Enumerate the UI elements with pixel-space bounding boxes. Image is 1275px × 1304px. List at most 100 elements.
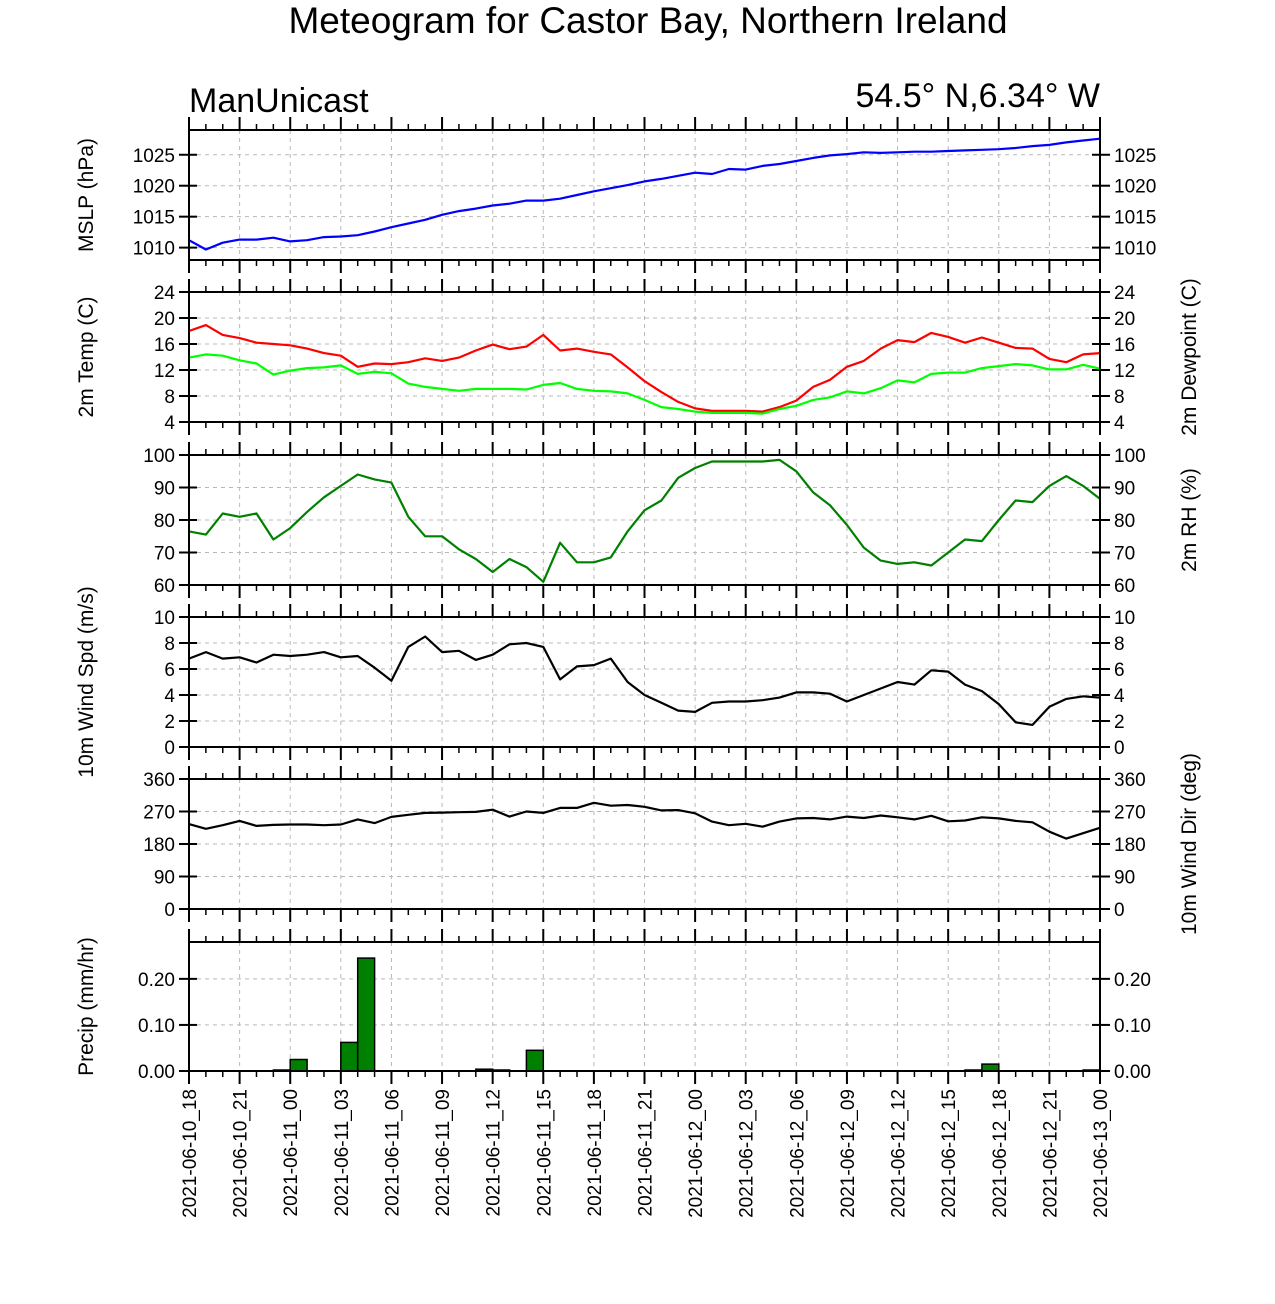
y-tick-label-right: 10 <box>1114 608 1135 629</box>
time-tick-label: 2021-06-12_18 <box>990 1089 1011 1218</box>
y-tick-label-right: 2 <box>1114 712 1125 733</box>
precip-bar <box>356 957 376 1072</box>
y-tick-label-left: 90 <box>154 479 175 500</box>
y-tick-label-left: 90 <box>154 868 175 889</box>
y-tick-label-left: 16 <box>154 335 175 356</box>
time-tick-label: 2021-06-11_09 <box>433 1089 454 1216</box>
time-tick-label: 2021-06-12_00 <box>686 1089 707 1218</box>
y-tick-label-left: 60 <box>154 576 175 597</box>
y-tick-label-left: 8 <box>164 634 175 655</box>
y-axis-label-right: 2m RH (%) <box>1178 468 1201 572</box>
panel-frame <box>188 778 1101 910</box>
y-axis-label-right: 10m Wind Dir (deg) <box>1178 753 1201 935</box>
panel-6: 0.00 0.00 0.10 0.10 0.20 0.20 Precip (mm/hr) <box>75 929 1151 1084</box>
y-tick-label-right: 90 <box>1114 479 1135 500</box>
series-line-1 <box>188 324 1101 413</box>
time-tick-label: 2021-06-12_12 <box>889 1089 910 1218</box>
y-tick-label-left: 4 <box>164 413 175 434</box>
y-tick-label-right: 4 <box>1114 686 1125 707</box>
y-tick-label-right: 1025 <box>1114 146 1156 167</box>
y-tick-label-right: 360 <box>1114 770 1146 791</box>
y-tick-label-right: 0.10 <box>1114 1016 1151 1037</box>
panel-5: 0 0 90 90 180 180 270 270 360 360 10m Wind Dir (de… <box>143 753 1201 935</box>
model-name: ManUnicast <box>189 82 369 120</box>
time-tick-label: 2021-06-10_18 <box>180 1089 201 1218</box>
panel-frame <box>188 291 1101 423</box>
y-tick-label-right: 6 <box>1114 660 1125 681</box>
y-tick-label-right: 1020 <box>1114 177 1156 198</box>
y-tick-label-left: 70 <box>154 544 175 565</box>
time-tick-label: 2021-06-12_21 <box>1040 1089 1061 1218</box>
y-tick-label-right: 60 <box>1114 576 1135 597</box>
panel-frame <box>188 616 1101 748</box>
y-tick-label-left: 1020 <box>133 177 175 198</box>
y-tick-label-right: 180 <box>1114 835 1146 856</box>
time-tick-label: 2021-06-11_06 <box>382 1089 403 1216</box>
y-tick-label-left: 0 <box>164 900 175 921</box>
y-tick-label-left: 8 <box>164 387 175 408</box>
y-tick-label-right: 90 <box>1114 868 1135 889</box>
location-coordinates: 54.5° N,6.34° W <box>855 77 1100 115</box>
y-tick-label-left: 1025 <box>133 146 175 167</box>
time-tick-label: 2021-06-13_00 <box>1091 1089 1112 1218</box>
y-tick-label-left: 20 <box>154 309 175 330</box>
series-line-1 <box>188 635 1101 727</box>
y-tick-label-left: 10 <box>154 608 175 629</box>
time-tick-label: 2021-06-12_15 <box>939 1089 960 1218</box>
chart-title: Meteogram for Castor Bay, Northern Irela… <box>288 0 1007 41</box>
y-tick-label-right: 8 <box>1114 634 1125 655</box>
y-tick-label-left: 1010 <box>133 239 175 260</box>
series-line-1 <box>188 801 1101 840</box>
y-tick-label-left: 180 <box>143 835 175 856</box>
y-tick-label-right: 0 <box>1114 738 1125 759</box>
time-tick-label: 2021-06-11_21 <box>636 1089 657 1216</box>
y-tick-label-left: 4 <box>164 686 175 707</box>
time-tick-label: 2021-06-11_12 <box>484 1089 505 1216</box>
time-tick-label: 2021-06-12_06 <box>787 1089 808 1218</box>
y-tick-label-left: 2 <box>164 712 175 733</box>
y-tick-label-right: 0.00 <box>1114 1062 1151 1083</box>
time-tick-label: 2021-06-11_03 <box>332 1089 353 1216</box>
y-tick-label-right: 8 <box>1114 387 1125 408</box>
time-tick-label: 2021-06-11_15 <box>534 1089 555 1216</box>
y-tick-label-left: 0 <box>164 738 175 759</box>
series-line-1 <box>188 137 1101 251</box>
precip-bar <box>981 1063 1000 1072</box>
panel-3: 60 60 70 70 80 80 90 90 100 100 2m RH (%) <box>143 442 1201 598</box>
precip-bar <box>340 1041 359 1072</box>
y-tick-label-left: 6 <box>164 660 175 681</box>
y-axis-label-left: MSLP (hPa) <box>75 138 98 252</box>
y-tick-label-left: 1015 <box>133 208 175 229</box>
y-tick-label-right: 0.20 <box>1114 970 1151 991</box>
y-tick-label-right: 270 <box>1114 803 1146 824</box>
y-tick-label-right: 4 <box>1114 413 1125 434</box>
y-tick-label-right: 80 <box>1114 511 1135 532</box>
panel-frame <box>188 941 1101 1072</box>
y-axis-label-left: 10m Wind Spd (m/s) <box>75 586 98 777</box>
y-tick-label-right: 24 <box>1114 283 1136 304</box>
series-line-2 <box>188 353 1101 415</box>
y-tick-label-right: 20 <box>1114 309 1135 330</box>
y-tick-label-right: 16 <box>1114 335 1135 356</box>
y-tick-label-left: 0.00 <box>138 1062 175 1083</box>
y-tick-label-left: 0.20 <box>138 970 175 991</box>
precip-bar <box>525 1049 545 1072</box>
time-tick-label: 2021-06-11_00 <box>281 1089 302 1216</box>
y-tick-label-left: 12 <box>154 361 175 382</box>
precip-bar <box>289 1058 308 1072</box>
series-line-1 <box>188 458 1101 583</box>
panel-1: 1010 1010 1015 1015 1020 1020 1025 1025 MSLP (hP… <box>75 117 1156 273</box>
y-axis-label-right: 2m Dewpoint (C) <box>1178 278 1201 436</box>
y-tick-label-left: 270 <box>143 803 175 824</box>
y-axis-label-left: 2m Temp (C) <box>75 297 98 418</box>
y-tick-label-left: 24 <box>154 283 176 304</box>
y-tick-label-right: 0 <box>1114 900 1125 921</box>
y-tick-label-left: 100 <box>143 446 175 467</box>
y-tick-label-right: 100 <box>1114 446 1146 467</box>
y-tick-label-left: 80 <box>154 511 175 532</box>
time-axis: 2021-06-10_18 2021-06-10_21 2021-06-11_00 2… <box>180 1089 1112 1218</box>
y-tick-label-right: 70 <box>1114 544 1135 565</box>
